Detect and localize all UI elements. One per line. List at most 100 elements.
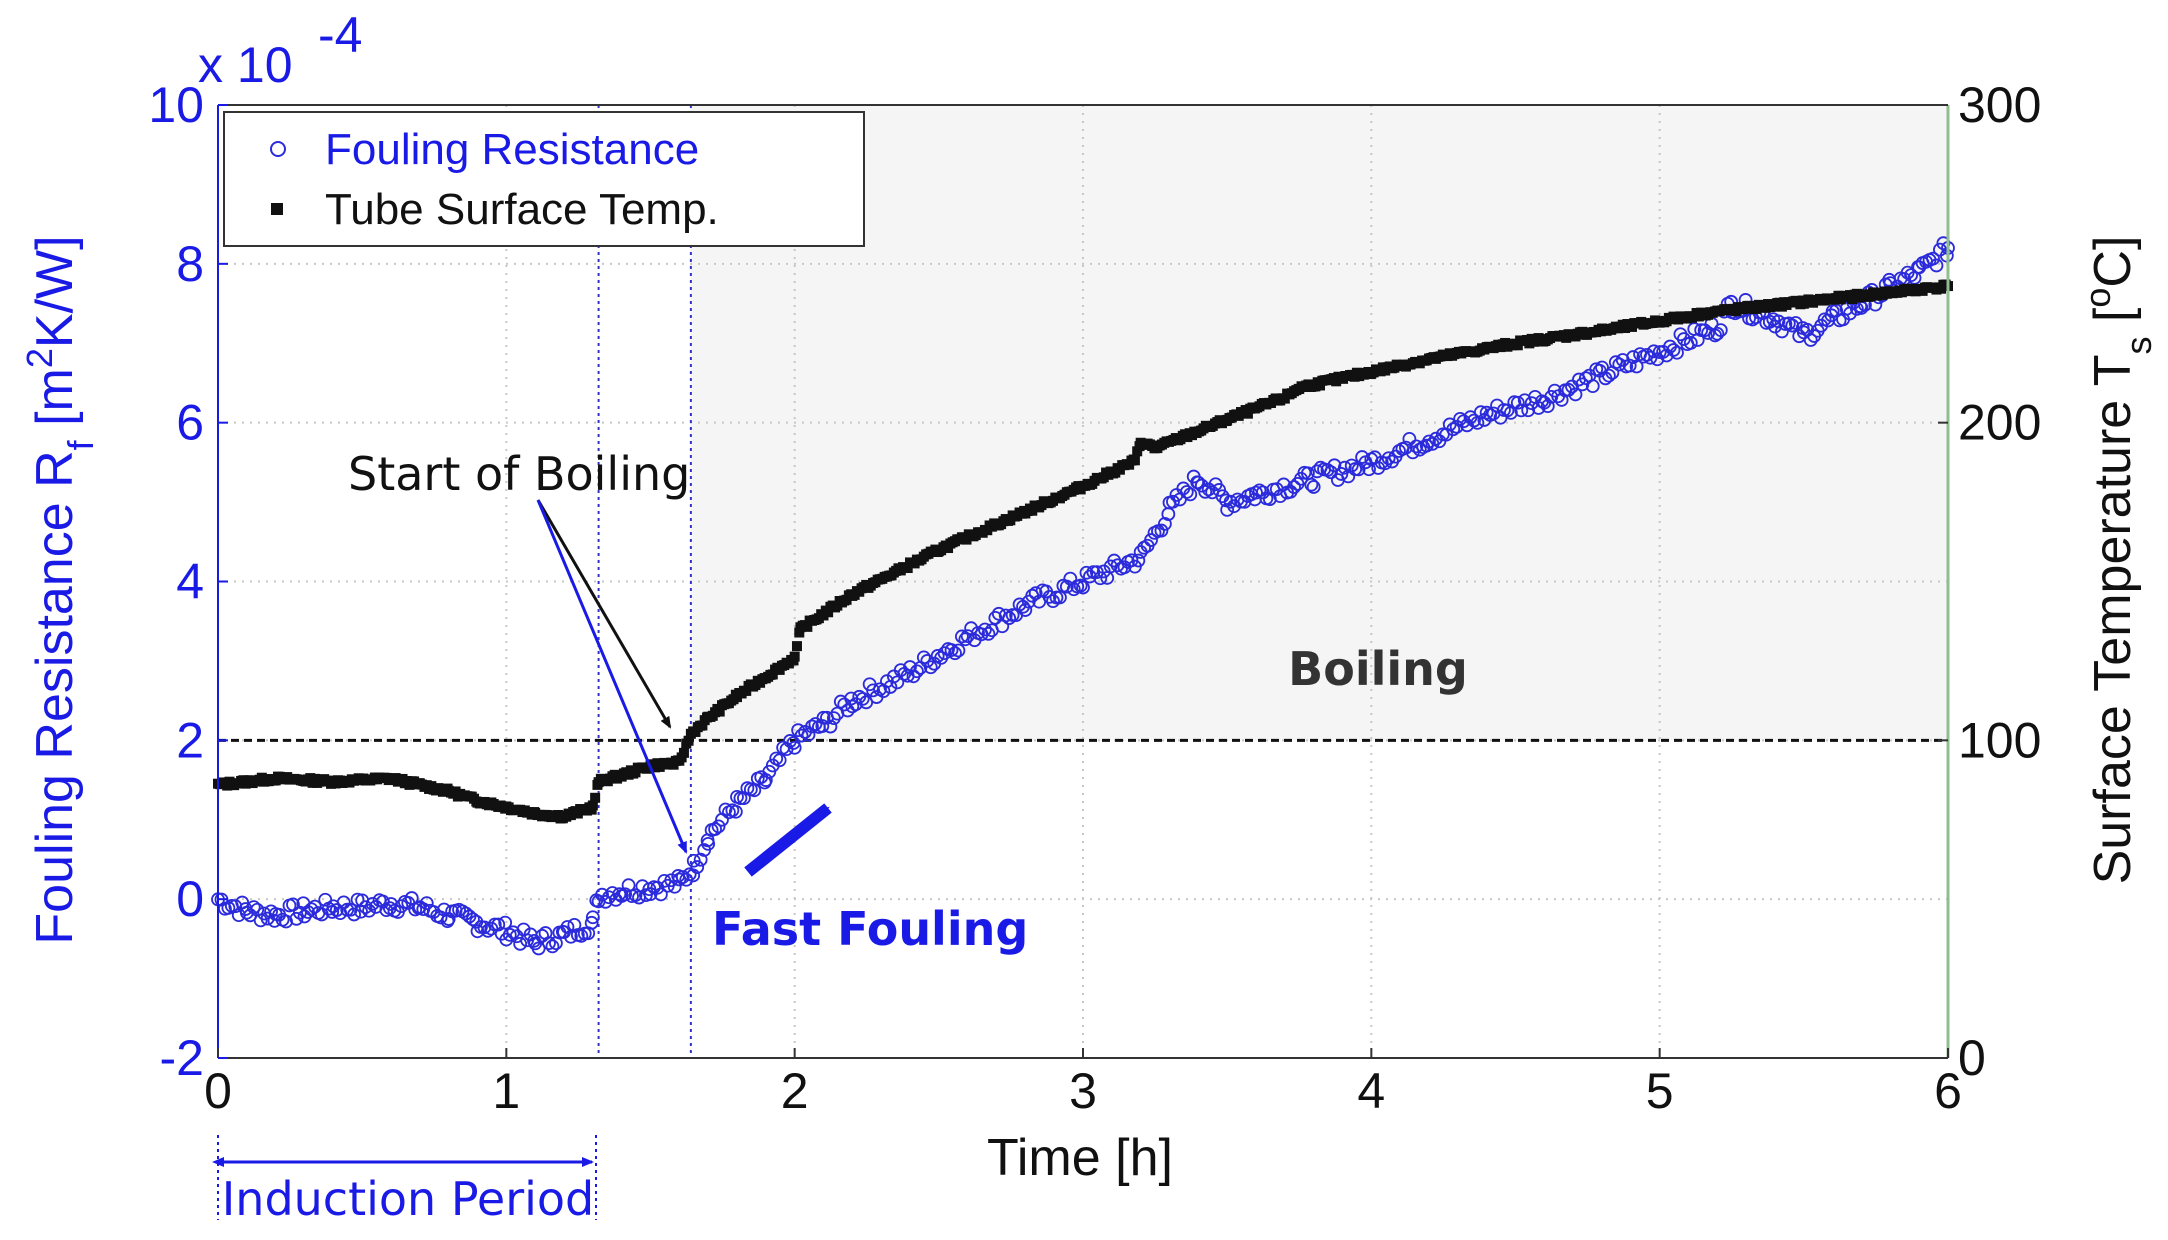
fouling-point-172 (758, 773, 773, 787)
fouling-point-476 (1775, 324, 1789, 339)
fouling-point-406 (1540, 399, 1555, 414)
fouling-point-524 (1929, 258, 1944, 273)
svg-text:Fouling Resistance Rf [m2K/W]: Fouling Resistance Rf [m2K/W] (19, 235, 101, 944)
fouling-point-479 (1785, 318, 1800, 333)
x-tick-label-5: 5 (1646, 1063, 1674, 1119)
fouling-point-159 (718, 802, 733, 817)
fouling-point-229 (948, 646, 962, 661)
fast-fouling-arrow (744, 803, 832, 877)
fouling-point-202 (855, 691, 870, 706)
fouling-point-353 (1362, 462, 1376, 477)
fouling-point-457 (1713, 323, 1728, 338)
y-right-tick-label-3: 300 (1958, 77, 2041, 133)
fouling-point-516 (1904, 268, 1918, 283)
fouling-point-287 (1144, 533, 1158, 547)
annotation-induction-period: Induction Period (222, 1172, 595, 1226)
fouling-point-54 (384, 897, 398, 911)
fouling-point-336 (1304, 477, 1319, 492)
fouling-point-272 (1093, 571, 1108, 586)
fouling-point-269 (1083, 569, 1097, 584)
fouling-point-220 (916, 650, 931, 665)
fouling-resistance-series (211, 236, 1955, 956)
y-left-title-sup: 2 (19, 348, 60, 368)
temp-point-207 (678, 747, 689, 758)
fouling-point-13 (253, 913, 268, 928)
fouling-point-192 (823, 719, 838, 734)
x-tick-label-4: 4 (1357, 1063, 1385, 1119)
fouling-point-382 (1460, 418, 1474, 433)
y-right-title-sub: s (2118, 337, 2159, 355)
x-tick-label-0: 0 (204, 1063, 232, 1119)
fouling-point-47 (362, 903, 376, 918)
fouling-point-116 (584, 915, 599, 930)
reference-lines (218, 105, 1948, 1058)
fouling-point-328 (1276, 477, 1291, 492)
fouling-point-138 (653, 887, 668, 902)
annotation-fast-fouling: Fast Fouling (712, 902, 1028, 956)
fouling-point-268 (1079, 565, 1094, 580)
fouling-point-65 (419, 896, 434, 911)
fouling-point-39 (336, 895, 351, 910)
legend-marker-fouling (270, 141, 286, 157)
fouling-point-298 (1179, 485, 1194, 499)
annotation-start-of-boiling: Start of Boiling (348, 447, 690, 501)
fouling-point-241 (988, 610, 1003, 625)
fouling-point-430 (1622, 358, 1637, 373)
y-right-title-unit2: C] (2084, 236, 2142, 288)
fouling-point-186 (805, 719, 819, 734)
y-left-title-sub: f (60, 439, 101, 450)
y-left-tick-label-6: 10 (148, 77, 204, 133)
fouling-point-311 (1220, 503, 1235, 517)
fouling-point-448 (1683, 335, 1698, 350)
fouling-point-266 (1073, 578, 1088, 593)
fouling-point-104 (545, 939, 560, 954)
fouling-point-264 (1066, 582, 1081, 597)
fouling-point-23 (286, 897, 300, 912)
y-left-axis-title: Fouling Resistance Rf [m2K/W] (19, 235, 101, 944)
y-left-title-main: Fouling Resistance R (26, 450, 84, 944)
temp-point-166 (587, 800, 598, 811)
fouling-point-417 (1578, 371, 1593, 386)
fouling-point-185 (801, 727, 816, 742)
fouling-point-413 (1565, 379, 1579, 394)
fouling-point-232 (958, 632, 973, 647)
fouling-point-253 (1028, 586, 1043, 601)
y-left-title-unit2: K/W] (26, 235, 84, 348)
fouling-point-130 (628, 888, 643, 903)
fouling-point-89 (498, 915, 513, 930)
fouling-point-244 (998, 608, 1013, 623)
temp-point-307 (902, 563, 913, 574)
fouling-point-485 (1803, 333, 1818, 347)
temp-point-272 (823, 607, 834, 618)
fouling-point-231 (955, 629, 969, 644)
fouling-point-157 (711, 819, 726, 834)
fouling-point-302 (1191, 475, 1206, 490)
temp-point-258 (791, 641, 802, 652)
fouling-point-304 (1198, 484, 1213, 499)
fouling-point-365 (1402, 432, 1417, 446)
fouling-point-238 (978, 622, 992, 637)
fouling-point-150 (690, 860, 705, 874)
fouling-point-222 (923, 660, 938, 675)
fouling-point-154 (701, 836, 716, 851)
y-right-axis-title: Surface Temperature Ts [oC] (2077, 236, 2159, 885)
start-boiling-arrow-black (536, 499, 672, 729)
annotation-boiling: Boiling (1288, 642, 1468, 696)
fouling-point-414 (1568, 387, 1583, 402)
y-right-title-main: Surface Temperature T (2084, 355, 2142, 885)
fouling-point-359 (1381, 451, 1396, 466)
fouling-point-162 (728, 804, 743, 819)
fouling-point-87 (491, 917, 506, 932)
y-left-tick-label-1: 0 (176, 871, 204, 927)
x-tick-label-1: 1 (492, 1063, 520, 1119)
y-left-tick-label-3: 4 (176, 554, 204, 610)
fouling-point-480 (1788, 316, 1803, 330)
fouling-point-283 (1131, 553, 1146, 568)
fouling-point-137 (650, 880, 665, 895)
fouling-point-103 (542, 936, 556, 951)
fouling-point-364 (1399, 440, 1413, 455)
fouling-point-453 (1701, 326, 1716, 340)
fouling-point-151 (693, 852, 708, 867)
fouling-point-117 (585, 910, 600, 925)
